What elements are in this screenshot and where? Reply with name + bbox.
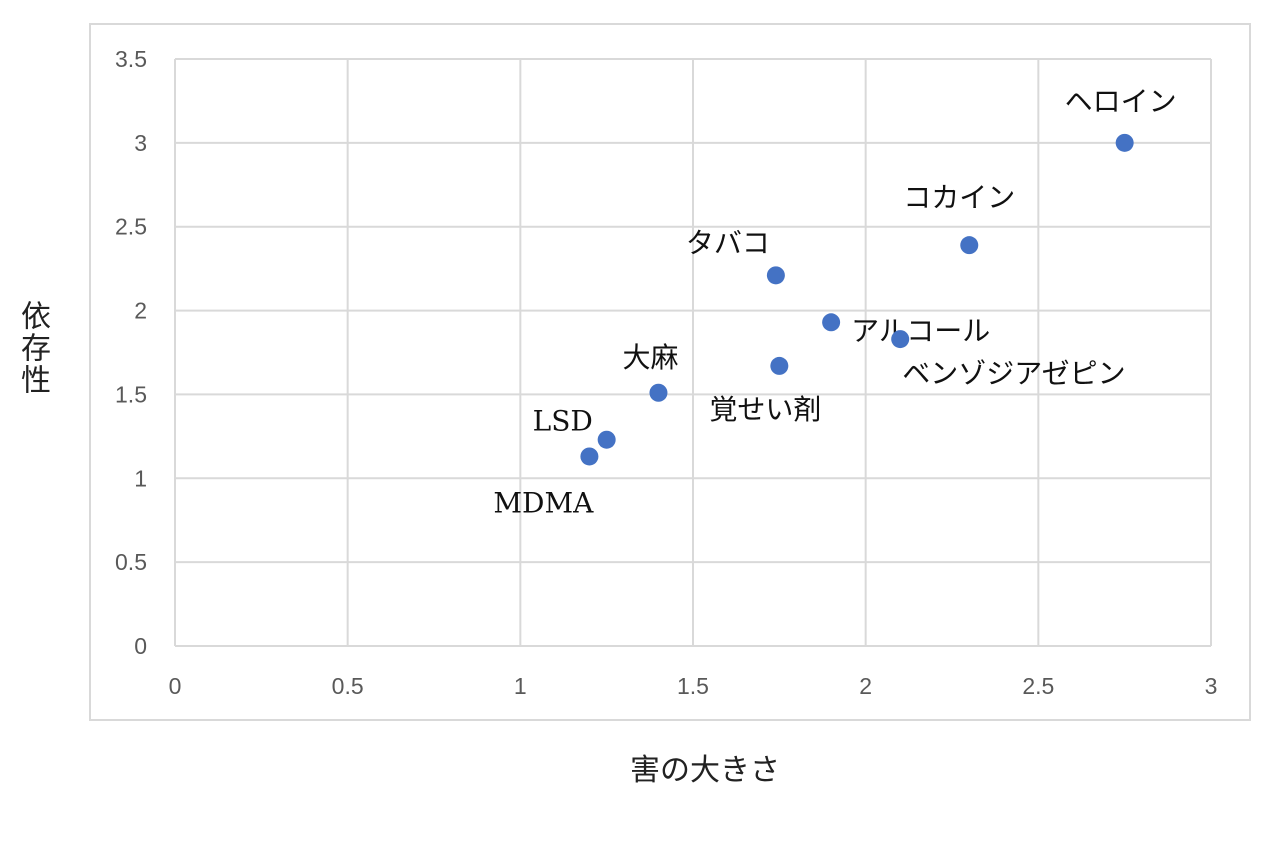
- chart-frame: [89, 23, 1251, 721]
- y-tick-label: 3: [134, 130, 147, 156]
- data-point: [960, 236, 979, 255]
- y-tick-label: 1: [134, 465, 147, 491]
- x-tick-label: 0.5: [332, 673, 364, 699]
- x-axis-label: 害の大きさ: [630, 753, 780, 788]
- data-point: [766, 266, 785, 285]
- point-label: コカイン: [903, 181, 1015, 214]
- y-tick-label: 0: [134, 633, 147, 659]
- data-point: [891, 330, 910, 349]
- point-label: アルコール: [851, 314, 990, 347]
- x-tick-label: 1.5: [677, 673, 709, 699]
- y-tick-label: 2: [134, 298, 147, 324]
- data-point: [770, 356, 789, 375]
- data-point: [597, 430, 616, 449]
- point-label: LSD: [533, 405, 593, 438]
- data-point: [580, 447, 599, 466]
- x-tick-label: 1: [514, 673, 527, 699]
- y-tick-label: 1.5: [115, 381, 147, 407]
- point-label: 大麻: [622, 341, 678, 374]
- point-label: タバコ: [686, 226, 770, 259]
- y-axis-label: 依存性: [15, 300, 50, 396]
- data-point: [649, 383, 668, 402]
- y-tick-label: 2.5: [115, 214, 147, 240]
- data-point: [822, 313, 841, 332]
- point-label: ヘロイン: [1065, 85, 1177, 118]
- x-tick-label: 3: [1205, 673, 1218, 699]
- x-tick-label: 2: [859, 673, 872, 699]
- point-label: ベンゾジアゼピン: [902, 357, 1125, 390]
- x-tick-label: 2.5: [1022, 673, 1054, 699]
- point-label: MDMA: [493, 486, 594, 519]
- data-point: [1115, 133, 1134, 152]
- point-label: 覚せい剤: [709, 393, 821, 426]
- x-tick-label: 0: [169, 673, 182, 699]
- y-tick-label: 3.5: [115, 46, 147, 72]
- y-tick-label: 0.5: [115, 549, 147, 575]
